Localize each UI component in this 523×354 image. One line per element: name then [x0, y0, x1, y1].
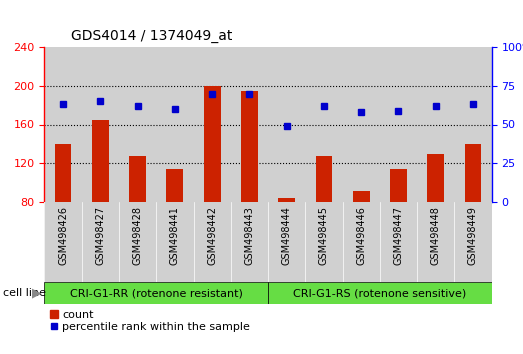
Text: GSM498442: GSM498442	[207, 206, 217, 265]
Bar	[268, 202, 305, 282]
Text: GSM498426: GSM498426	[58, 206, 68, 265]
Text: GSM498444: GSM498444	[282, 206, 292, 265]
Bar	[156, 202, 194, 282]
Bar	[268, 47, 305, 202]
Bar	[380, 202, 417, 282]
Text: CRI-G1-RR (rotenone resistant): CRI-G1-RR (rotenone resistant)	[70, 288, 243, 298]
Bar	[241, 91, 258, 202]
Text: CRI-G1-RS (rotenone sensitive): CRI-G1-RS (rotenone sensitive)	[293, 288, 467, 298]
Bar	[427, 154, 444, 202]
Text: GSM498446: GSM498446	[356, 206, 366, 265]
Text: GSM498427: GSM498427	[95, 206, 105, 265]
Bar	[268, 282, 492, 304]
Bar	[204, 86, 221, 202]
Bar	[454, 47, 492, 202]
Text: GSM498443: GSM498443	[244, 206, 254, 265]
Bar	[353, 192, 370, 202]
Bar	[82, 47, 119, 202]
Bar	[156, 47, 194, 202]
Bar	[417, 47, 454, 202]
Bar	[44, 47, 82, 202]
Bar	[343, 47, 380, 202]
Text: GSM498428: GSM498428	[133, 206, 143, 265]
Bar	[55, 144, 72, 202]
Bar	[390, 169, 407, 202]
Bar	[315, 155, 332, 202]
Bar	[305, 202, 343, 282]
Bar	[92, 120, 109, 202]
Bar	[231, 47, 268, 202]
Text: GSM498449: GSM498449	[468, 206, 478, 265]
Text: GSM498448: GSM498448	[431, 206, 441, 265]
Bar	[454, 202, 492, 282]
Bar	[380, 47, 417, 202]
Text: ▶: ▶	[32, 286, 41, 299]
Bar	[194, 202, 231, 282]
Bar	[82, 202, 119, 282]
Bar	[194, 47, 231, 202]
Text: GDS4014 / 1374049_at: GDS4014 / 1374049_at	[71, 29, 232, 44]
Legend: count, percentile rank within the sample: count, percentile rank within the sample	[50, 309, 250, 332]
Bar	[231, 202, 268, 282]
Bar	[417, 202, 454, 282]
Bar	[119, 202, 156, 282]
Bar	[119, 47, 156, 202]
Bar	[44, 202, 82, 282]
Bar	[464, 144, 481, 202]
Text: GSM498447: GSM498447	[393, 206, 403, 265]
Text: GSM498445: GSM498445	[319, 206, 329, 265]
Bar	[343, 202, 380, 282]
Text: cell line: cell line	[3, 288, 46, 298]
Bar	[44, 282, 268, 304]
Bar	[305, 47, 343, 202]
Bar	[129, 155, 146, 202]
Bar	[166, 169, 183, 202]
Bar	[278, 198, 295, 202]
Text: GSM498441: GSM498441	[170, 206, 180, 265]
